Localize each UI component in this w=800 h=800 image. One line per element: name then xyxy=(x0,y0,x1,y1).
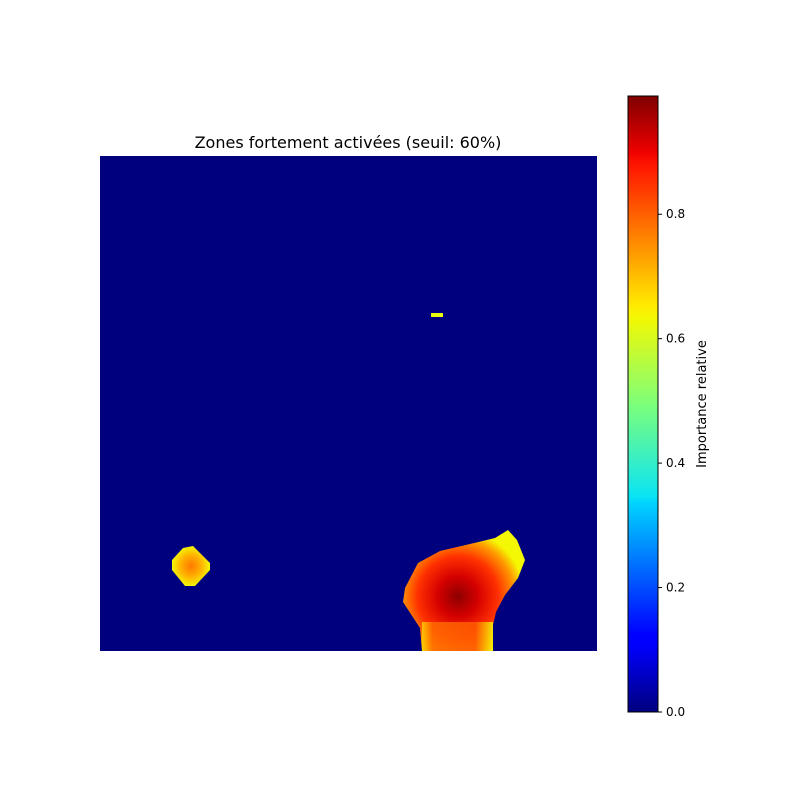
colorbar-tick-label: 0.0 xyxy=(666,705,685,719)
colorbar-label: Importance relative xyxy=(695,340,710,468)
colorbar-ticks: 0.0 0.2 0.4 0.6 0.8 xyxy=(658,207,685,719)
small-left-blob xyxy=(172,546,210,586)
colorbar-gradient xyxy=(627,95,659,713)
colorbar-tick-label: 0.2 xyxy=(666,581,685,595)
heatmap-area xyxy=(100,156,597,651)
colorbar-tick-label: 0.4 xyxy=(666,456,685,470)
chart-title: Zones fortement activées (seuil: 60%) xyxy=(195,133,502,152)
large-blob-stem xyxy=(422,622,493,651)
colorbar-tick-label: 0.8 xyxy=(666,207,685,221)
heatmap-background xyxy=(100,156,597,651)
tiny-dash xyxy=(431,313,443,317)
colorbar-tick-label: 0.6 xyxy=(666,332,685,346)
large-bottom-blob xyxy=(403,530,525,651)
colorbar: 0.0 0.2 0.4 0.6 0.8 Importance relative xyxy=(627,95,710,719)
